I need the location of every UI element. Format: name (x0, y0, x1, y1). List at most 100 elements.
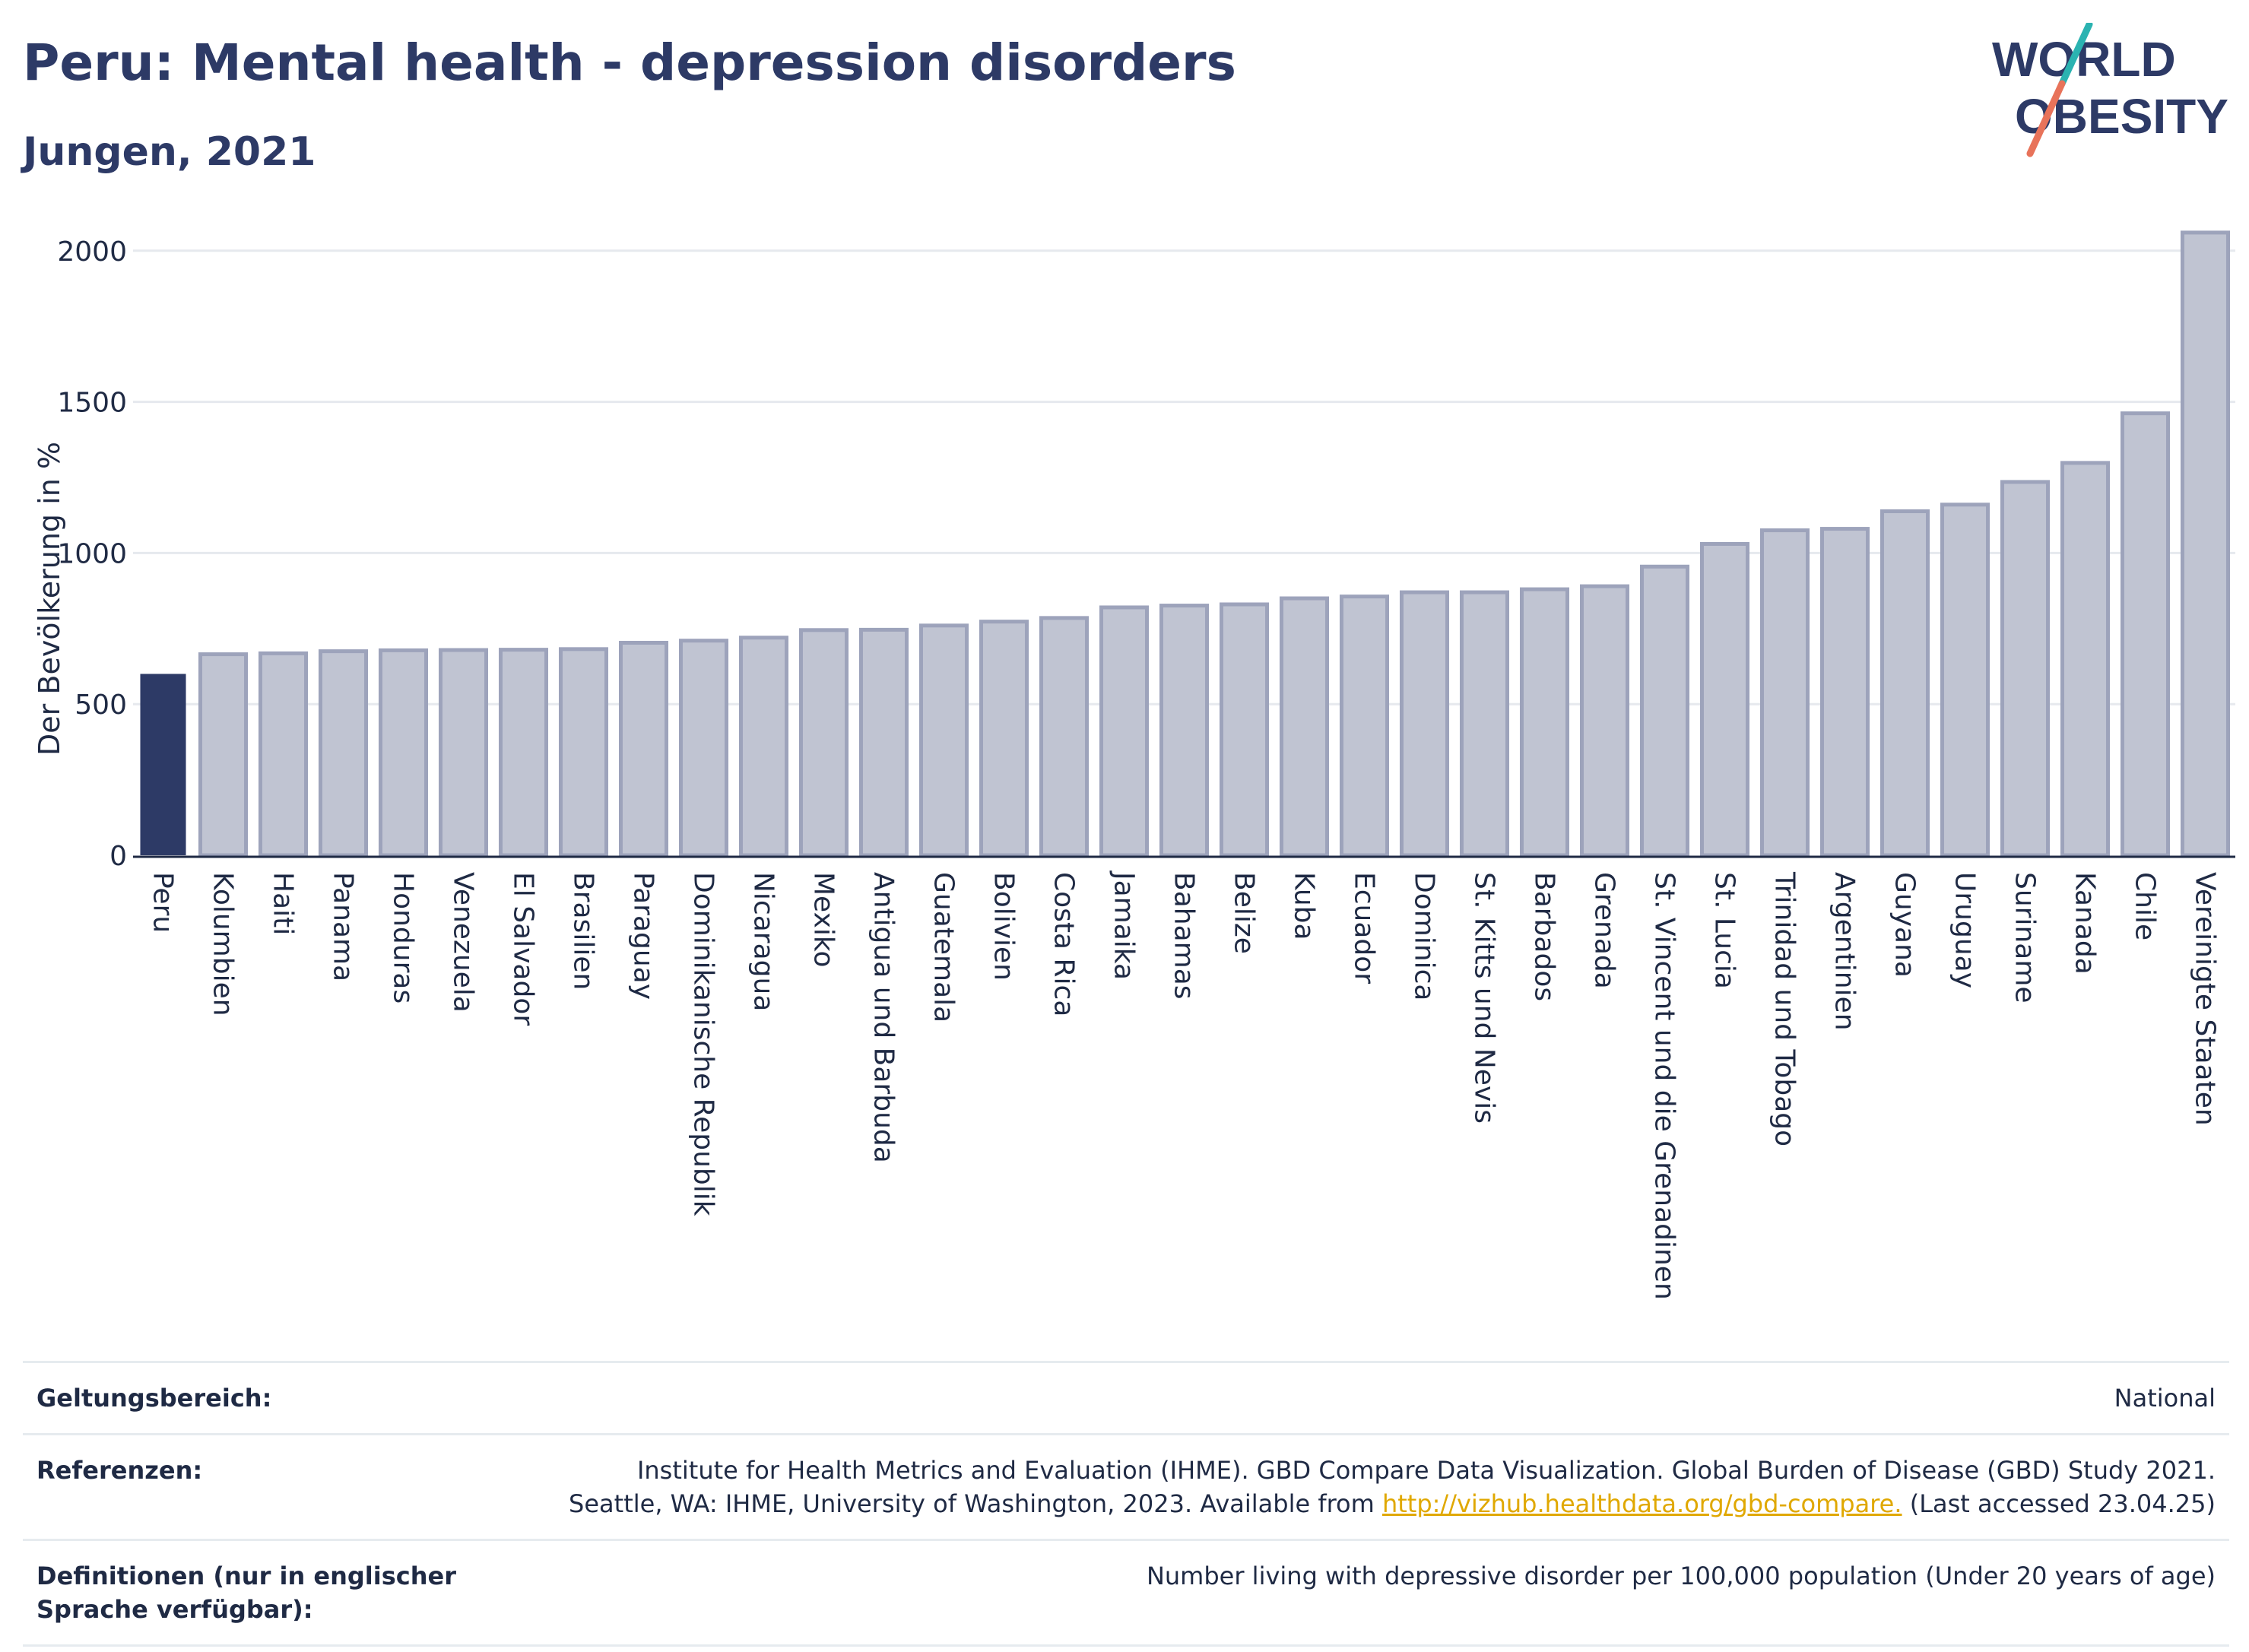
x-tick-label: Panama (328, 872, 359, 981)
x-tick-label: Suriname (2010, 872, 2041, 1004)
bar-haiti (258, 651, 309, 858)
scope-label: Geltungsbereich: (36, 1384, 272, 1413)
x-tick-label: Venezuela (448, 872, 479, 1013)
x-tick-label: St. Lucia (1709, 872, 1740, 989)
x-tick-label: Bolivien (988, 872, 1020, 981)
info-row-references: Referenzen: Institute for Health Metrics… (23, 1433, 2229, 1539)
page-title: Peru: Mental health - depression disorde… (23, 33, 1236, 92)
info-table: Geltungsbereich: National Referenzen: In… (23, 1361, 2229, 1647)
x-tick-label: Mexiko (808, 872, 839, 967)
world-obesity-logo: WORLD OBESITY (1992, 23, 2228, 157)
y-tick-label: 1500 (57, 388, 127, 419)
bar-guyana (1879, 509, 1930, 858)
bar-belize (1219, 602, 1270, 858)
bar-chile (2120, 411, 2171, 858)
bar-honduras (378, 648, 429, 858)
bar-dominica (1399, 590, 1450, 858)
x-tick-label: Grenada (1589, 872, 1620, 989)
logo-accent-coral (2026, 80, 2066, 157)
references-line2-suffix: (Last accessed 23.04.25) (1909, 1489, 2216, 1518)
x-tick-label: Guyana (1889, 872, 1921, 978)
x-tick-label: Peru (148, 872, 179, 933)
bar-dominikanische-republik (678, 639, 729, 858)
x-tick-label: St. Vincent und die Grenadinen (1649, 872, 1680, 1300)
bar-st-kitts-und-nevis (1459, 590, 1510, 858)
references-line2-prefix: Seattle, WA: IHME, University of Washing… (569, 1489, 1375, 1518)
bar-venezuela (438, 648, 489, 858)
x-tick-label: Dominica (1409, 872, 1440, 1001)
bar-paraguay (618, 640, 669, 858)
bar-argentinien (1819, 527, 1870, 858)
scope-value: National (2114, 1384, 2216, 1413)
bar-kanada (2060, 461, 2111, 858)
y-tick-label: 0 (109, 841, 127, 872)
x-axis-labels: Peru Kolumbien Haiti Panama Honduras Venezuel… (148, 870, 2221, 1300)
bar-st-lucia (1699, 541, 1750, 858)
bar-barbados (1519, 587, 1570, 858)
bar-chart: 0 500 1000 1500 2000 Peru Kolumbien Haiti Panam… (33, 230, 2235, 1300)
info-row-scope: Geltungsbereich: National (23, 1361, 2229, 1433)
x-tick-label: Paraguay (628, 872, 659, 1000)
bar-guatemala (918, 623, 969, 858)
x-tick-label: Bahamas (1169, 872, 1200, 1000)
x-tick-label: Kanada (2070, 872, 2101, 975)
page-subtitle: Jungen, 2021 (23, 129, 316, 175)
bar-grenada (1579, 584, 1630, 858)
x-tick-label: Argentinien (1829, 872, 1860, 1031)
references-line2: Seattle, WA: IHME, University of Washing… (569, 1487, 2216, 1520)
x-tick-label: Vereinigte Staaten (2190, 872, 2221, 1126)
x-tick-label: Kuba (1289, 872, 1320, 940)
x-tick-label: Ecuador (1349, 872, 1380, 984)
x-tick-label: Antigua und Barbuda (868, 872, 899, 1163)
bars (140, 230, 2231, 858)
y-tick-label: 2000 (57, 236, 127, 268)
x-tick-label: El Salvador (508, 872, 539, 1026)
y-axis-title: Der Bevölkerung in % (33, 442, 66, 756)
info-row-definitions: Definitionen (nur in englischer Sprache … (23, 1539, 2229, 1647)
bar-peru (140, 674, 186, 855)
bar-bahamas (1159, 604, 1210, 858)
y-tick-label: 500 (75, 690, 127, 721)
x-tick-label: Haiti (268, 872, 299, 935)
bar-el-salvador (498, 648, 549, 858)
bar-jamaika (1099, 605, 1150, 858)
bar-ecuador (1339, 595, 1390, 858)
x-tick-label: Costa Rica (1048, 872, 1080, 1016)
references-line1: Institute for Health Metrics and Evaluat… (636, 1456, 2216, 1485)
bar-panama (318, 649, 369, 858)
bar-kuba (1279, 596, 1330, 858)
x-tick-label: Dominikanische Republik (688, 872, 719, 1216)
references-label: Referenzen: (36, 1456, 203, 1485)
x-tick-label: Trinidad und Tobago (1769, 871, 1800, 1146)
bar-brasilien (558, 647, 609, 858)
x-tick-label: Honduras (388, 872, 419, 1004)
x-tick-label: Brasilien (568, 872, 599, 990)
x-tick-label: Uruguay (1949, 872, 1981, 988)
x-tick-label: Nicaragua (748, 872, 779, 1011)
bar-st-vincent-und-die-grenadinen (1639, 564, 1690, 858)
bar-nicaragua (738, 636, 789, 858)
bar-suriname (2000, 480, 2051, 858)
bar-antigua-und-barbuda (858, 627, 909, 858)
bar-trinidad-und-tobago (1759, 528, 1810, 858)
definitions-value: Number living with depressive disorder p… (1146, 1562, 2216, 1590)
logo-accent-teal (2058, 23, 2093, 87)
bar-costa-rica (1039, 616, 1090, 858)
y-tick-label: 1000 (57, 538, 127, 569)
x-tick-label: Jamaika (1109, 870, 1140, 980)
bar-vereinigte-staaten (2180, 230, 2231, 858)
bar-uruguay (1940, 503, 1990, 858)
x-tick-label: St. Kitts und Nevis (1469, 872, 1500, 1124)
definitions-label: Definitionen (nur in englischer Sprache … (36, 1562, 456, 1624)
references-value: Institute for Health Metrics and Evaluat… (569, 1454, 2216, 1520)
references-link[interactable]: http://vizhub.healthdata.org/gbd-compare… (1381, 1489, 1902, 1518)
bar-bolivien (979, 620, 1029, 858)
x-tick-label: Guatemala (928, 872, 960, 1023)
x-tick-label: Kolumbien (208, 872, 239, 1016)
bar-kolumbien (198, 652, 249, 858)
x-tick-label: Belize (1229, 872, 1260, 954)
bar-mexiko (798, 628, 849, 858)
y-axis-ticks: 0 500 1000 1500 2000 (57, 236, 127, 872)
x-tick-label: Chile (2130, 872, 2161, 940)
x-tick-label: Barbados (1529, 872, 1560, 1001)
